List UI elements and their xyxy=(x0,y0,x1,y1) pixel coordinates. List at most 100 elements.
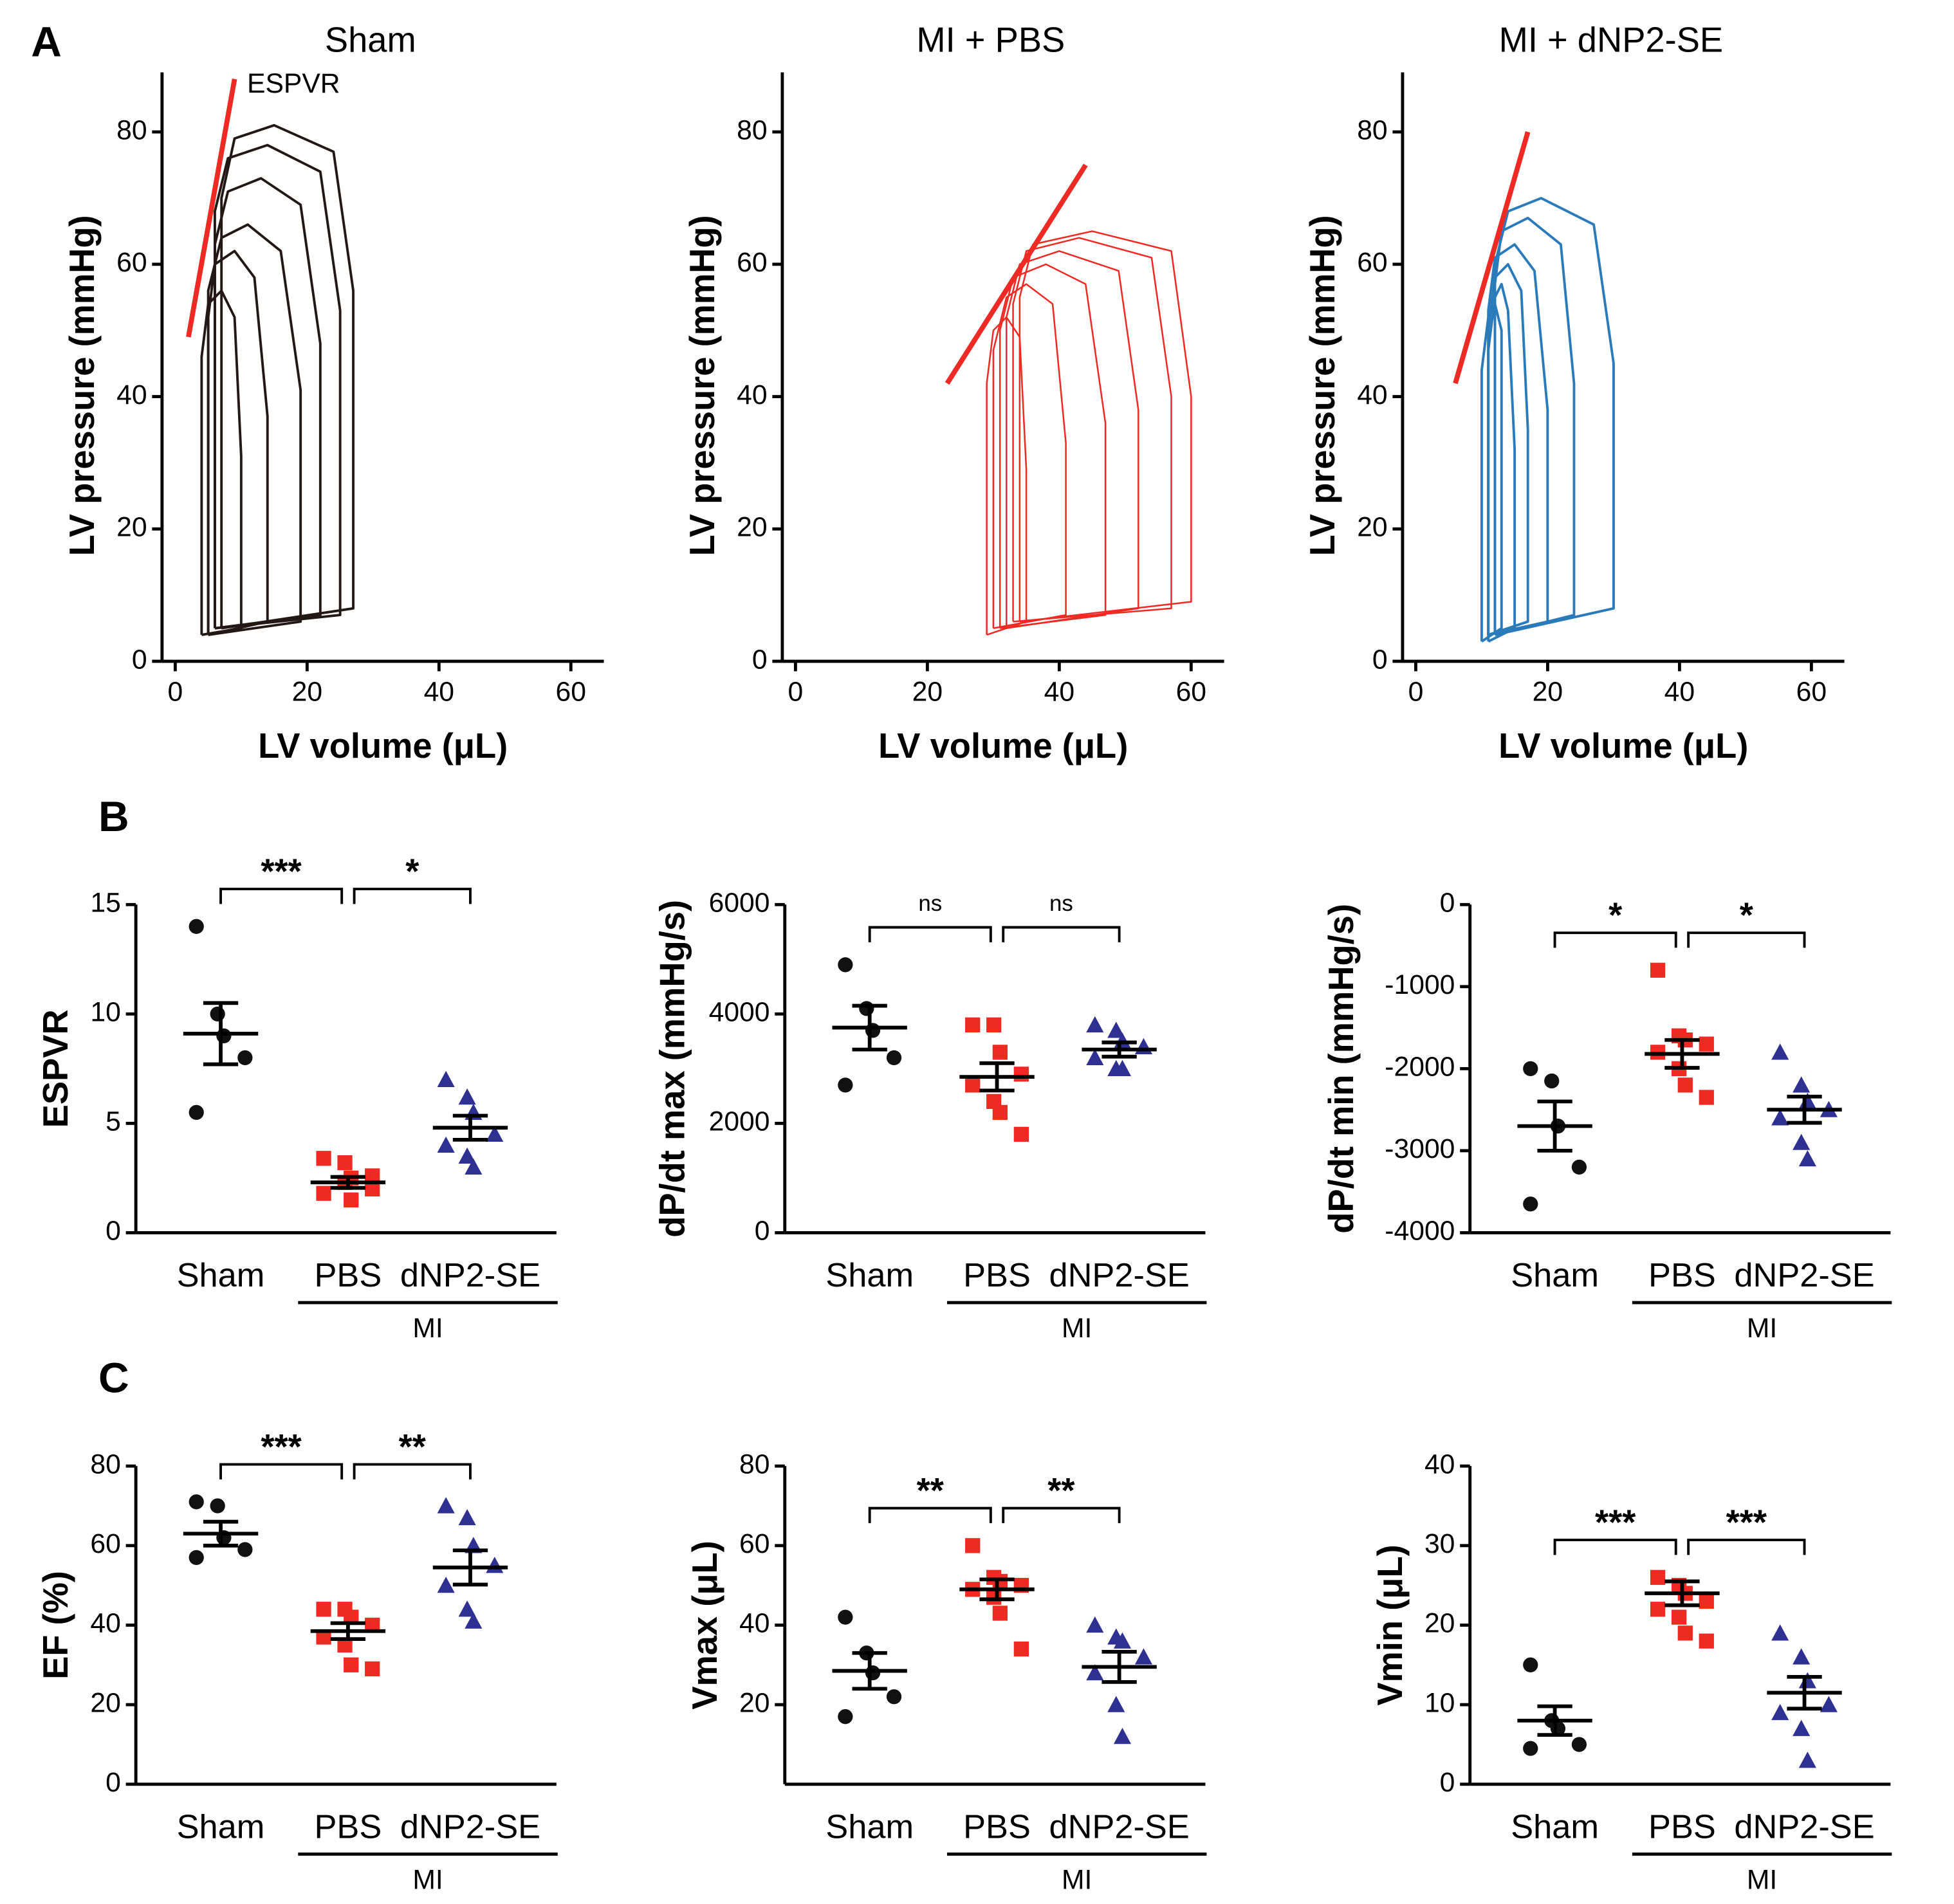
pv-loop xyxy=(213,177,322,630)
x-tick-label: 20 xyxy=(292,677,322,708)
y-axis-label: LV pressure (mmHg) xyxy=(1303,215,1342,556)
data-point xyxy=(1671,1609,1687,1625)
panel-label: A xyxy=(31,17,62,65)
pv-loop xyxy=(1487,262,1529,636)
y-tick-label: 80 xyxy=(737,114,767,145)
y-tick-label: 20 xyxy=(737,512,767,543)
data-point xyxy=(1544,1073,1560,1089)
data-point xyxy=(1650,1570,1666,1585)
y-tick-label: 60 xyxy=(1357,247,1387,278)
data-point xyxy=(965,1077,981,1093)
y-tick-label: 10 xyxy=(1424,1687,1455,1718)
data-point xyxy=(1650,962,1666,978)
significance-bracket xyxy=(1002,1506,1121,1523)
data-point xyxy=(1798,1150,1816,1167)
y-tick-label: 60 xyxy=(116,247,147,278)
data-point xyxy=(1113,1728,1132,1744)
y-tick-label: 30 xyxy=(1424,1528,1455,1559)
y-axis-label: ESPVR xyxy=(36,1009,75,1128)
y-tick-label: 40 xyxy=(116,380,147,410)
significance-bracket xyxy=(219,888,344,904)
data-point xyxy=(365,1168,380,1184)
y-tick-label: 0 xyxy=(1372,644,1388,675)
y-tick-label: 40 xyxy=(739,1608,770,1639)
y-tick-label: 60 xyxy=(90,1528,120,1559)
data-point xyxy=(1798,1752,1816,1768)
y-axis-label: dP/dt min (mmHg/s) xyxy=(1322,904,1361,1234)
annotation: ESPVR xyxy=(247,68,340,99)
significance-bracket xyxy=(1687,931,1806,948)
y-tick-label: 0 xyxy=(106,1216,121,1247)
data-point xyxy=(1793,1719,1811,1736)
data-point xyxy=(437,1136,455,1153)
pv-loop xyxy=(1012,237,1172,623)
x-tick-label: Sham xyxy=(825,1808,914,1845)
pv-loop xyxy=(200,289,243,636)
x-tick-label: 40 xyxy=(1664,677,1695,708)
x-tick-label: dNP2-SE xyxy=(1734,1808,1874,1845)
y-axis-label: dP/dt max (mmHg/s) xyxy=(652,900,692,1238)
data-point xyxy=(838,1609,853,1625)
x-tick-label: 60 xyxy=(1796,677,1827,708)
data-point xyxy=(1013,1126,1029,1142)
x-tick-label: 0 xyxy=(167,677,183,708)
y-tick-label: 80 xyxy=(1357,114,1387,145)
data-point xyxy=(992,1104,1008,1121)
data-point xyxy=(316,1185,331,1201)
significance-label: *** xyxy=(1726,1503,1767,1542)
pv-loop xyxy=(220,124,355,630)
y-tick-label: 15 xyxy=(90,888,120,919)
y-tick-label: 60 xyxy=(739,1528,770,1559)
significance-label: ** xyxy=(917,1471,945,1510)
data-point xyxy=(965,1017,981,1032)
y-tick-label: -3000 xyxy=(1385,1133,1455,1164)
significance-label: * xyxy=(1608,895,1623,935)
espvr-line xyxy=(186,78,237,338)
data-point xyxy=(1113,1059,1132,1077)
significance-label: *** xyxy=(261,1427,302,1467)
y-tick-label: 0 xyxy=(106,1767,121,1798)
data-point xyxy=(1793,1076,1811,1093)
y-tick-label: 40 xyxy=(1424,1449,1455,1479)
data-point xyxy=(486,1125,504,1142)
panel-label: C xyxy=(98,1354,129,1402)
data-point xyxy=(1699,1593,1714,1609)
data-point xyxy=(1571,1159,1587,1175)
x-tick-label: Sham xyxy=(1511,1808,1599,1845)
data-point xyxy=(1793,1648,1811,1665)
data-point xyxy=(865,1665,881,1681)
x-axis-label: LV volume (μL) xyxy=(258,726,508,765)
significance-label: ** xyxy=(399,1427,427,1467)
data-point xyxy=(458,1600,476,1617)
pv-loop xyxy=(1480,302,1503,643)
chart-title: Sham xyxy=(325,20,416,59)
significance-label: ** xyxy=(1047,1471,1075,1510)
data-point xyxy=(1523,1196,1538,1212)
data-point xyxy=(237,1050,253,1065)
data-point xyxy=(189,919,204,934)
data-point xyxy=(1086,1664,1104,1681)
espvr-line xyxy=(945,163,1088,385)
data-point xyxy=(1793,1133,1811,1150)
x-tick-label: 0 xyxy=(788,677,804,708)
data-point xyxy=(1677,1625,1693,1641)
y-tick-label: 5 xyxy=(106,1106,121,1137)
significance-bracket xyxy=(353,1463,472,1479)
y-tick-label: 0 xyxy=(1440,888,1455,919)
y-tick-label: 60 xyxy=(737,247,767,278)
data-point xyxy=(1523,1657,1538,1672)
y-tick-label: 0 xyxy=(132,644,147,675)
pv-loop xyxy=(992,283,1067,629)
x-tick-label: 60 xyxy=(556,677,586,708)
significance-bracket xyxy=(868,1506,992,1523)
x-tick-label: dNP2-SE xyxy=(1049,1257,1189,1294)
data-point xyxy=(1013,1066,1029,1082)
data-point xyxy=(365,1181,380,1197)
significance-label: ns xyxy=(1049,891,1073,916)
y-axis-label: EF (%) xyxy=(36,1571,75,1680)
data-point xyxy=(1523,1061,1538,1077)
data-point xyxy=(1677,1077,1693,1093)
y-axis-label: Vmax (μL) xyxy=(685,1541,724,1710)
x-tick-label: dNP2-SE xyxy=(1049,1808,1189,1845)
data-point xyxy=(1086,1048,1104,1065)
